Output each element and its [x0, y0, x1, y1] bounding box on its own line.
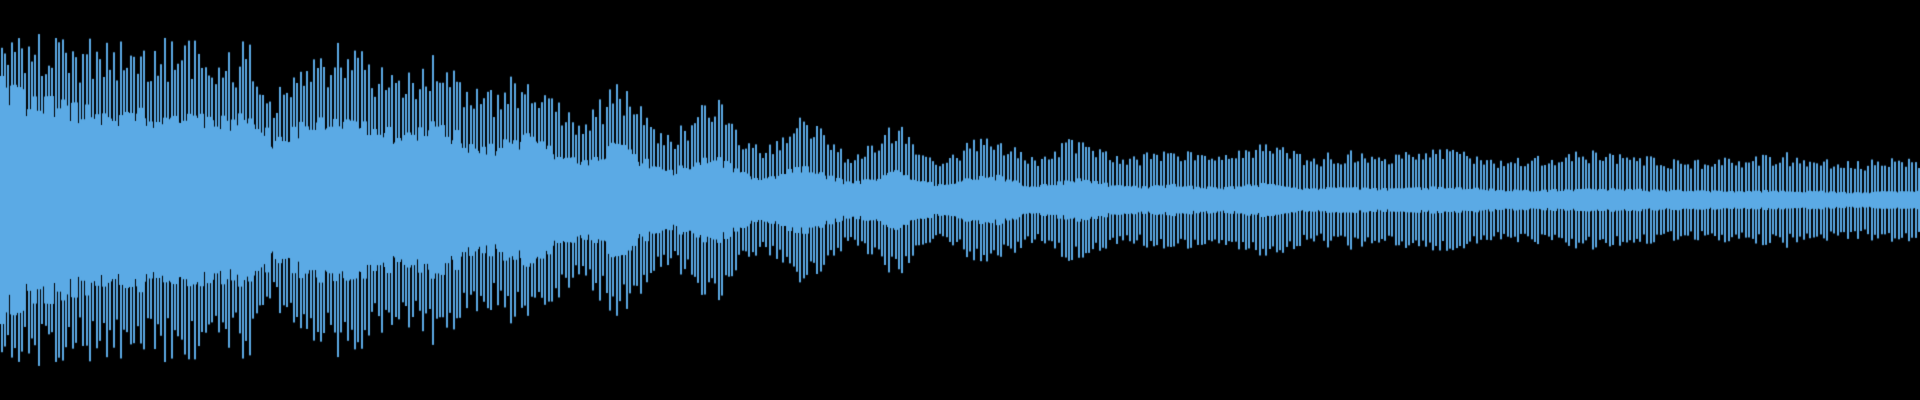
waveform-canvas[interactable]	[0, 0, 1920, 400]
waveform-baseline-overlay	[0, 0, 1920, 400]
waveform-viewer[interactable]	[0, 0, 1920, 400]
